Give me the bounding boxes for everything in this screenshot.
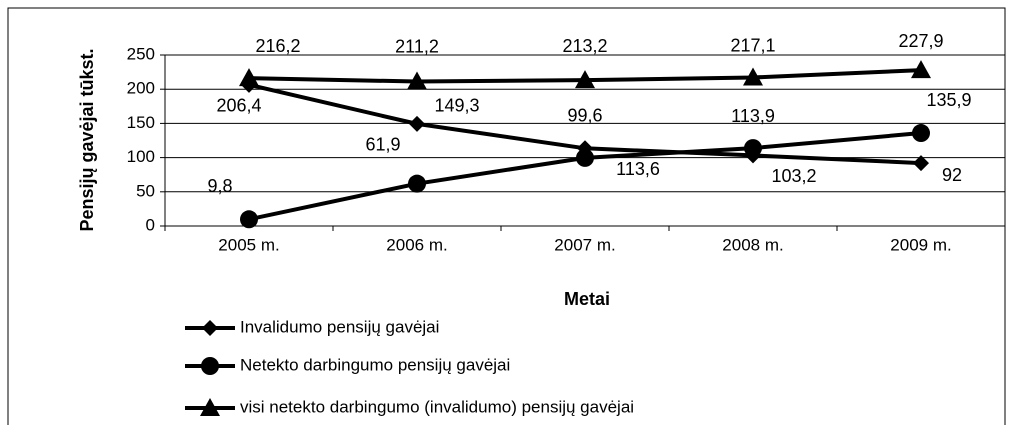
y-tick-label: 250 xyxy=(127,44,155,63)
data-label: 135,9 xyxy=(926,90,971,110)
legend-label: Invalidumo pensijų gavėjai xyxy=(240,317,439,336)
y-tick-label: 150 xyxy=(127,113,155,132)
y-axis-title: Pensijų gavėjai tūkst. xyxy=(77,48,97,231)
y-tick-label: 50 xyxy=(136,181,155,200)
y-tick-label: 200 xyxy=(127,79,155,98)
data-label: 217,1 xyxy=(730,35,775,55)
x-tick-label: 2008 m. xyxy=(722,235,783,254)
marker xyxy=(408,174,426,193)
x-tick-label: 2005 m. xyxy=(218,235,279,254)
legend-label: visi netekto darbingumo (invalidumo) pen… xyxy=(240,397,634,416)
marker xyxy=(409,115,425,132)
data-label: 113,6 xyxy=(616,159,660,179)
data-label: 9,8 xyxy=(207,176,232,196)
marker xyxy=(576,148,594,167)
data-label: 213,2 xyxy=(562,36,607,56)
marker xyxy=(200,398,220,416)
legend-label: Netekto darbingumo pensijų gavėjai xyxy=(240,355,510,374)
marker xyxy=(912,124,930,143)
y-tick-label: 0 xyxy=(146,215,155,234)
marker xyxy=(202,320,218,336)
marker xyxy=(407,71,427,90)
marker xyxy=(913,155,929,172)
data-label: 103,2 xyxy=(771,166,816,186)
marker xyxy=(201,357,219,375)
marker xyxy=(240,210,258,229)
data-label: 149,3 xyxy=(434,96,479,116)
y-tick-label: 100 xyxy=(127,147,155,166)
x-tick-label: 2006 m. xyxy=(386,235,447,254)
marker xyxy=(239,68,259,87)
x-axis-title: Metai xyxy=(564,289,610,309)
marker xyxy=(743,67,763,86)
data-label: 216,2 xyxy=(255,36,300,56)
data-label: 113,9 xyxy=(731,106,775,126)
data-label: 206,4 xyxy=(216,96,261,116)
marker xyxy=(744,139,762,158)
data-label: 61,9 xyxy=(365,134,400,154)
data-label: 227,9 xyxy=(898,31,943,51)
data-label: 99,6 xyxy=(567,106,602,126)
marker xyxy=(911,60,931,79)
data-label: 92 xyxy=(942,165,962,185)
data-label: 211,2 xyxy=(395,36,439,56)
x-tick-label: 2009 m. xyxy=(890,235,951,254)
marker xyxy=(575,70,595,89)
chart-border xyxy=(7,7,1006,425)
x-tick-label: 2007 m. xyxy=(554,235,615,254)
